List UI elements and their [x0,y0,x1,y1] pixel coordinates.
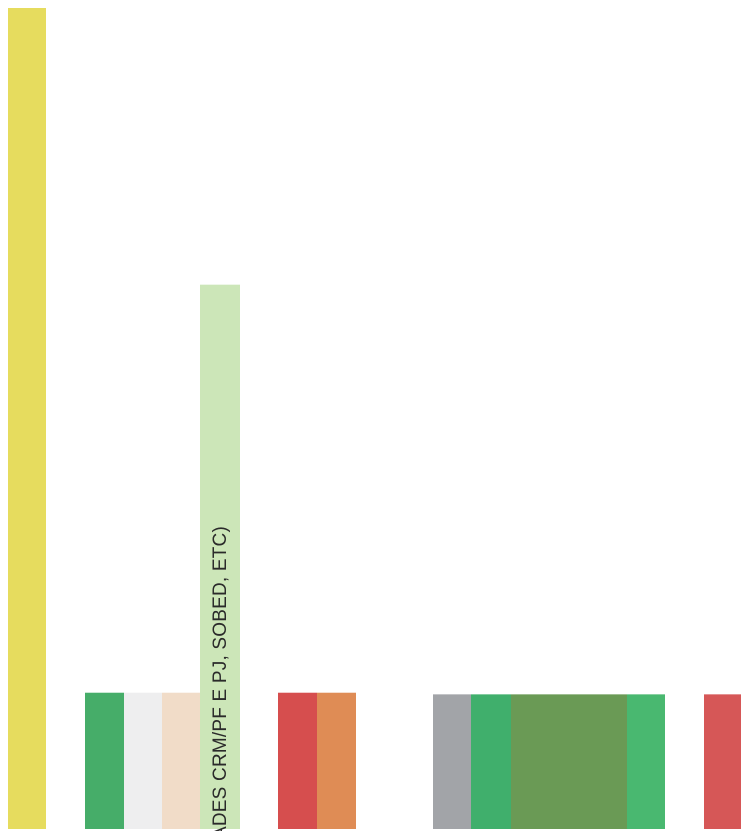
bar-1 [85,692,124,829]
bar-9 [511,694,569,829]
bar-label-4: ADES CRM/PF E PJ, SOBED, ETC) [210,526,231,831]
bar-11 [627,694,665,829]
bar-12 [704,694,741,829]
bar-3 [162,692,200,829]
bar-2 [124,692,162,829]
bar-8 [471,694,511,829]
bar-6 [317,692,356,829]
bar-10 [569,694,627,829]
bar-7 [433,694,471,829]
bar-5 [278,692,317,829]
bar-4 [200,284,240,829]
bar-labels-layer: ADES CRM/PF E PJ, SOBED, ETC) [210,526,231,831]
bar-0 [8,8,46,829]
bars-layer [8,8,741,829]
